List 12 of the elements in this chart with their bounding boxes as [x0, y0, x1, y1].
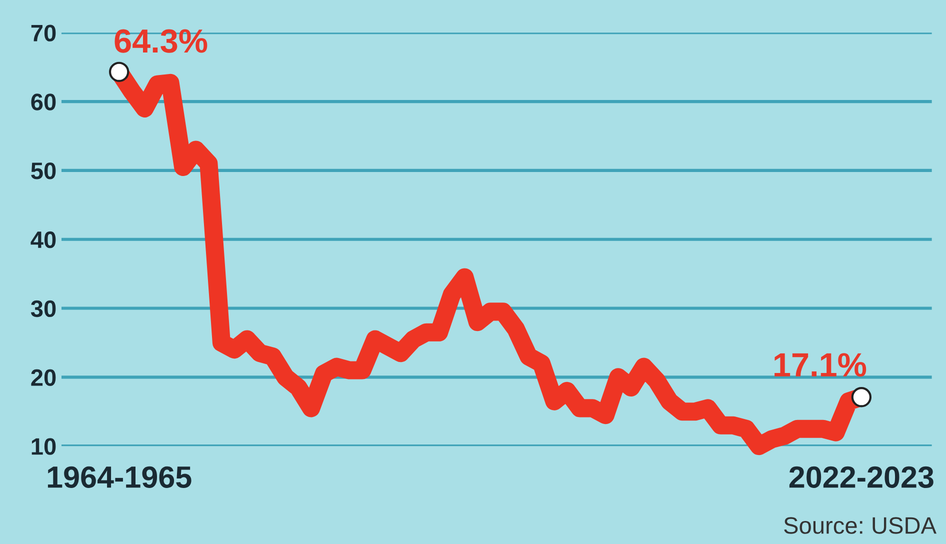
y-tick-label: 20: [31, 369, 56, 386]
y-tick-label: 40: [30, 231, 56, 248]
annotation: 64.3%: [114, 29, 208, 53]
x-tick-label: 1964-1965: [48, 466, 192, 488]
y-tick-label: 30: [30, 300, 56, 318]
y-tick-label: 60: [31, 94, 56, 110]
y-tick-label: 50: [31, 162, 56, 180]
x-tick-label: 2022-2023: [789, 466, 934, 488]
y-tick-label: 70: [31, 24, 56, 42]
y-tick-label: 10: [32, 438, 56, 455]
source-note: Source: USDA: [784, 517, 936, 534]
annotation: 17.1%: [774, 353, 866, 377]
